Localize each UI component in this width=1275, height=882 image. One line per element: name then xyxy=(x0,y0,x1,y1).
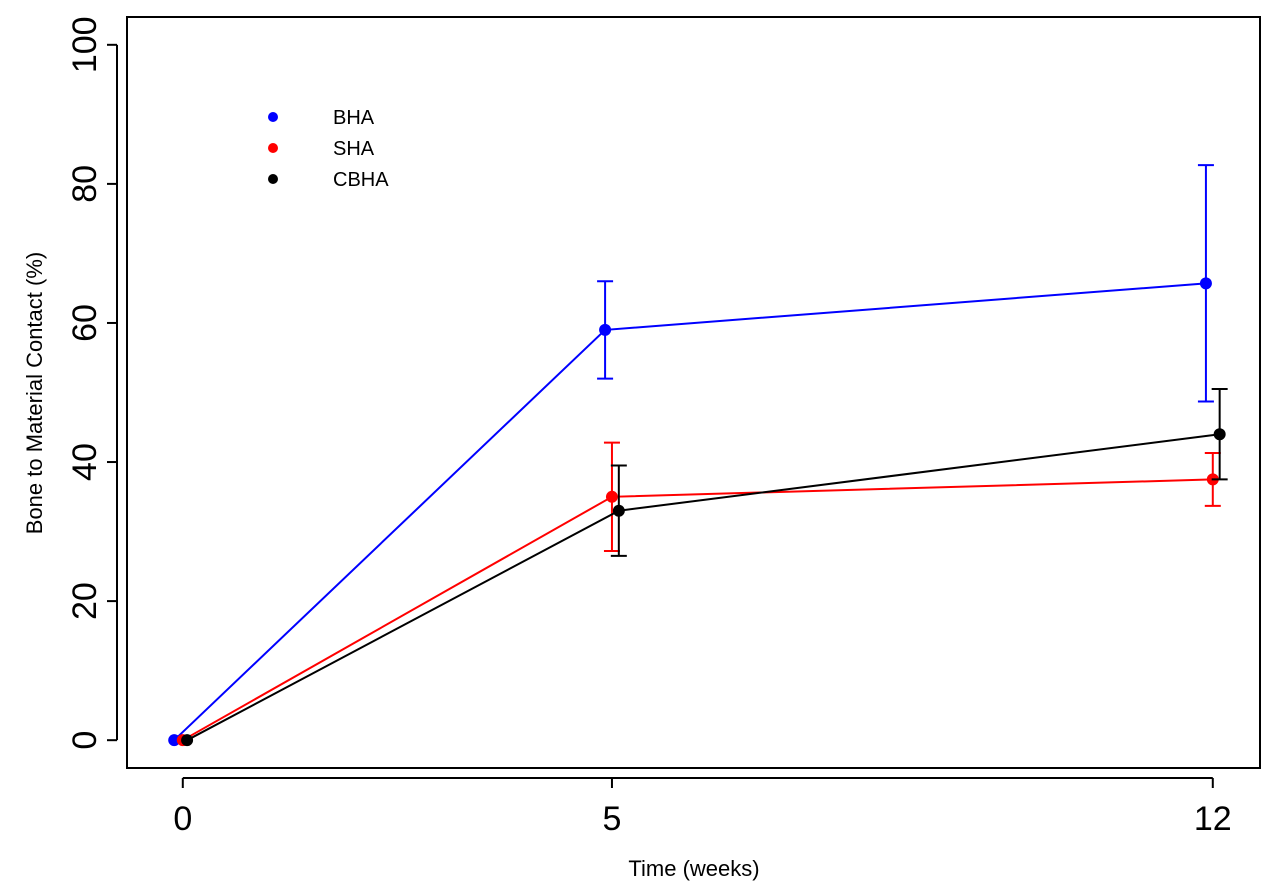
legend-marker-sha xyxy=(268,143,278,153)
legend-label-sha: SHA xyxy=(333,138,375,160)
data-point xyxy=(181,734,194,747)
x-tick-label: 0 xyxy=(173,800,192,838)
y-tick-label: 0 xyxy=(66,731,104,750)
data-point xyxy=(168,734,181,747)
plot-frame xyxy=(126,16,1261,769)
series-line-sha xyxy=(182,478,1213,742)
y-tick-label: 80 xyxy=(66,165,104,203)
series-sha xyxy=(176,441,1221,747)
series-cbha xyxy=(181,388,1228,747)
legend-marker-cbha xyxy=(268,174,278,184)
data-point xyxy=(612,504,625,517)
y-tick-label: 40 xyxy=(66,443,104,481)
data-point xyxy=(1213,428,1226,441)
legend-marker-bha xyxy=(268,112,278,122)
legend-label-bha: BHA xyxy=(333,107,375,129)
x-axis-title: Time (weeks) xyxy=(628,856,759,881)
series-bha xyxy=(168,164,1214,747)
x-tick-label: 5 xyxy=(602,800,621,838)
series-layer xyxy=(168,164,1228,747)
y-tick-label: 60 xyxy=(66,304,104,342)
y-axis: 0 20 40 60 80 100 xyxy=(66,16,118,750)
x-tick-label: 12 xyxy=(1194,800,1232,838)
x-axis: 0 5 12 xyxy=(173,777,1232,838)
y-tick-label: 100 xyxy=(66,16,104,73)
series-line-cbha xyxy=(186,433,1220,742)
data-point xyxy=(1199,277,1212,290)
y-axis-title: Bone to Material Contact (%) xyxy=(22,252,47,534)
series-line-bha xyxy=(173,282,1207,741)
legend-label-cbha: CBHA xyxy=(333,169,389,191)
data-point xyxy=(605,490,618,503)
legend: BHA SHA CBHA xyxy=(268,107,389,191)
data-point xyxy=(599,323,612,336)
y-tick-label: 20 xyxy=(66,582,104,620)
